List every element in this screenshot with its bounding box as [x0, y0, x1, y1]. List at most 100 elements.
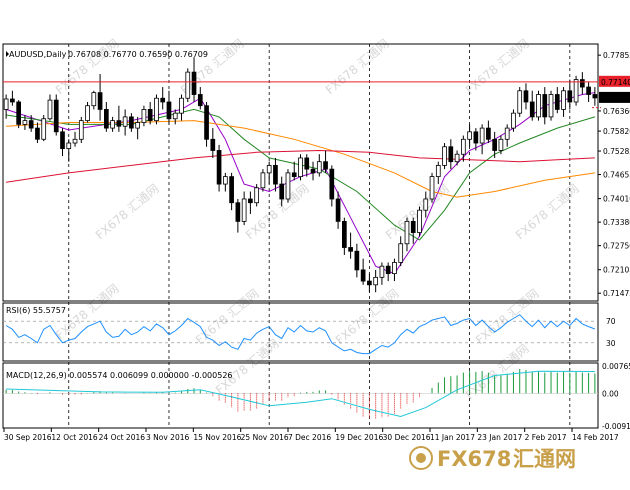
- candle-body: [210, 138, 216, 151]
- x-tick-label: 23 Jan 2017: [477, 433, 522, 442]
- candle-body: [85, 105, 90, 122]
- candle-body: [28, 120, 34, 129]
- candle-body: [398, 243, 404, 263]
- candle-body: [423, 198, 429, 211]
- candle-body: [304, 157, 310, 170]
- candle-body: [104, 109, 109, 129]
- candle-body: [435, 165, 441, 178]
- candle-body: [542, 94, 548, 118]
- candle-body: [592, 94, 598, 99]
- candle-body: [379, 265, 385, 278]
- header-ohlc: 0.76708 0.76770 0.76590 0.76709: [68, 50, 208, 59]
- horizontal-level-line[interactable]: 0.77140 0.76709: [3, 75, 630, 109]
- candle-body: [429, 176, 435, 200]
- period-separators: [68, 44, 571, 428]
- candlestick-series[interactable]: [3, 57, 598, 293]
- time-axis: 30 Sep 2016 12 Oct 2016 24 Oct 2016 3 Nov 2…: [3, 428, 619, 442]
- x-tick-label: 30 Dec 2016: [383, 433, 431, 442]
- candle-body: [10, 98, 15, 103]
- pane-frame-2: [2, 362, 599, 429]
- candle-body: [536, 94, 541, 118]
- candle-body: [448, 146, 454, 163]
- resistance-price-tag: [599, 75, 630, 87]
- x-tick-label: 14 Feb 2017: [572, 433, 619, 442]
- candle-body: [442, 146, 447, 166]
- candle-body: [342, 220, 347, 248]
- rsi-indicator[interactable]: 70 30: [3, 314, 616, 355]
- candle-body: [554, 94, 560, 110]
- candle-body: [354, 250, 360, 271]
- candle-body: [479, 127, 485, 144]
- candle-body: [511, 112, 516, 129]
- candle-body: [78, 120, 84, 140]
- candle-body: [486, 127, 491, 140]
- rsi-line: [5, 314, 596, 355]
- x-tick-label: 7 Dec 2016: [288, 433, 331, 442]
- macd-indicator[interactable]: 0.00765 0.00 -0.00915: [3, 362, 630, 431]
- x-tick-label: 19 Dec 2016: [335, 433, 383, 442]
- candle-body: [141, 109, 147, 123]
- candle-body: [60, 131, 65, 150]
- candle-body: [323, 161, 328, 170]
- candle-body: [417, 209, 422, 233]
- candle-body: [329, 168, 335, 200]
- candle-body: [129, 116, 134, 129]
- candle-body: [254, 187, 259, 204]
- candle-body: [586, 86, 591, 95]
- rsi-label: RSI(6) 55.5757: [6, 306, 66, 315]
- candle-body: [580, 79, 585, 88]
- candle-body: [248, 198, 253, 204]
- candle-body: [461, 138, 466, 155]
- candle-body: [360, 269, 366, 282]
- macd-signal-line: [6, 370, 595, 418]
- macd-label: MACD(12,26,9) 0.005574 0.006099 0.000000…: [6, 371, 233, 380]
- candle-body: [35, 127, 40, 140]
- candle-body: [179, 97, 184, 114]
- candle-body: [492, 138, 497, 151]
- candle-body: [197, 94, 203, 107]
- x-tick-label: 30 Sep 2016: [4, 433, 52, 442]
- candle-body: [316, 161, 322, 174]
- logo-brand-text: FX678: [437, 447, 511, 471]
- pane-frame-0: [2, 43, 599, 302]
- candle-body: [285, 172, 291, 200]
- candle-body: [22, 120, 28, 125]
- candle-body: [498, 138, 504, 151]
- x-tick-label: 15 Nov 2016: [193, 433, 241, 442]
- candle-body: [204, 105, 209, 140]
- x-tick-label: 12 Oct 2016: [51, 433, 98, 442]
- candle-body: [291, 172, 297, 178]
- candle-body: [367, 280, 372, 286]
- candle-body: [454, 153, 460, 163]
- candle-body: [385, 265, 391, 275]
- candle-body: [216, 150, 222, 185]
- candle-body: [235, 202, 241, 222]
- x-tick-label: 3 Nov 2016: [146, 433, 189, 442]
- rsi-axis-label: 70: [606, 317, 616, 326]
- candle-body: [166, 101, 172, 120]
- current-price-tag: [599, 91, 630, 103]
- candle-body: [241, 198, 247, 222]
- candle-body: [504, 127, 510, 140]
- candle-body: [3, 98, 9, 110]
- y-tick-label: 0.75285: [603, 147, 630, 156]
- candle-body: [573, 79, 579, 103]
- header-symbol: AUDUSD,Daily: [9, 50, 67, 59]
- macd-axis-label: 0.00765: [602, 362, 630, 371]
- candle-body: [335, 198, 341, 222]
- header-marker-icon: [6, 51, 9, 57]
- y-tick-label: 0.72105: [603, 266, 630, 275]
- x-tick-label: 24 Oct 2016: [99, 433, 146, 442]
- logo-cn-text: 汇通网: [513, 447, 576, 471]
- candle-body: [172, 112, 178, 120]
- candle-body: [266, 165, 272, 174]
- candle-body: [91, 92, 97, 107]
- candle-body: [72, 138, 78, 144]
- x-tick-label: 2 Feb 2017: [525, 433, 567, 442]
